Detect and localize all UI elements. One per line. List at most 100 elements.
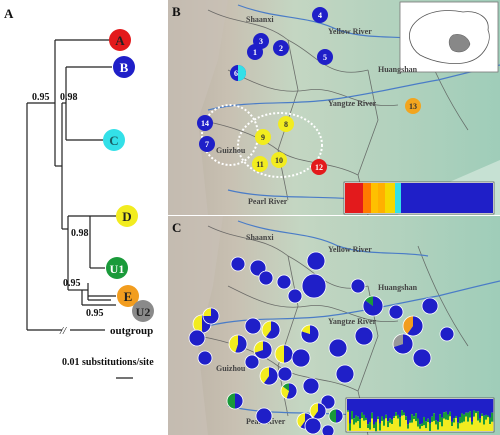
structure-strip-yellow (439, 421, 442, 431)
structure-strip-green (361, 412, 364, 419)
pie-slice-blue (321, 395, 335, 409)
site-7: 7 (199, 136, 215, 152)
structure-strip-yellow (357, 421, 360, 431)
structure-strip-green (423, 416, 426, 426)
structure-strip-yellow (385, 418, 388, 431)
structure-strip-green (415, 413, 418, 422)
structure-strip-yellow (477, 420, 480, 431)
structure-strip-blue (403, 399, 406, 413)
pie-outline (253, 340, 273, 360)
site-3-label: 3 (259, 37, 263, 46)
site-10: 10 (271, 152, 287, 168)
pie-chart-4 (306, 251, 326, 271)
pie-chart-2 (276, 274, 292, 290)
province-borders (197, 9, 469, 215)
pie-outline (402, 315, 424, 337)
structure-strip-green (385, 414, 388, 419)
pie-chart-26 (277, 366, 293, 382)
structure-strip-blue (435, 399, 438, 421)
structure-strip-green (441, 417, 444, 427)
pie-chart-40 (321, 424, 335, 435)
label-pearl-river: Pearl River (248, 197, 288, 206)
pie-slice-blue (313, 403, 326, 419)
structure-strip-green (469, 411, 472, 418)
structure-strip-green (485, 414, 488, 420)
site-14: 14 (197, 115, 213, 131)
pie-outline (328, 408, 344, 424)
map-b-labels: Shaanxi Yellow River Huangshan Yangtze R… (216, 15, 418, 206)
structure-strip-green (465, 412, 468, 417)
structure-strip-blue (481, 399, 484, 414)
pie-slice-blue (288, 289, 302, 303)
structure-strip-green (349, 423, 352, 431)
pie-outline (439, 326, 455, 342)
structure-strip-blue (441, 399, 444, 418)
structure-strip-blue (363, 399, 366, 415)
structure-strip-yellow (411, 422, 414, 431)
structure-strip-blue (383, 399, 386, 420)
pie-chart-27 (244, 354, 260, 370)
structure-strip-blue (357, 399, 360, 417)
pie-outline (300, 324, 320, 344)
pie-slice-blue (189, 330, 205, 346)
structure-strip-blue (413, 399, 416, 417)
pie-chart-33 (320, 394, 336, 410)
pie-slice-blue (407, 316, 423, 336)
structure-strip-blue (491, 399, 494, 413)
structure-strip-green (419, 424, 422, 429)
pie-slice-blue (303, 378, 319, 394)
pie-outline (302, 377, 320, 395)
structure-strip-green (477, 411, 480, 421)
pie-slice-blue (292, 349, 310, 367)
structure-strip-green (373, 424, 376, 429)
tip-e-circle (117, 285, 139, 307)
tip-c-label: C (109, 133, 118, 148)
pie-slice-yellow (229, 335, 238, 353)
structure-strip-blue (437, 399, 440, 422)
structure-strip-yellow (469, 417, 472, 431)
structure-strip-yellow (441, 426, 444, 431)
structure-strip-yellow (389, 422, 392, 431)
bar-red-1 (345, 183, 355, 213)
pie-slice-blue (440, 327, 454, 341)
site-9: 9 (255, 129, 271, 145)
structure-strip-green (397, 414, 400, 419)
pie-chart-12 (392, 333, 414, 355)
structure-strip-green (417, 418, 420, 427)
pie-slice-blue (322, 425, 334, 435)
tip-d-label: D (122, 209, 131, 224)
structure-strip-green (487, 415, 490, 418)
structure-strip-yellow (475, 413, 478, 431)
pie-slice-yellow (254, 341, 263, 353)
structure-strip-blue (411, 399, 414, 415)
structure-strip-green (449, 411, 452, 417)
pie-slice-yellow (281, 386, 289, 399)
pie-slice-green (329, 409, 336, 423)
tip-u1-label: U1 (110, 262, 125, 276)
structure-strip-blue (485, 399, 488, 415)
panel-b-label: B (172, 4, 181, 19)
pie-slice-blue (245, 355, 259, 369)
structure-strip-yellow (423, 425, 426, 431)
pie-slice-blue (256, 408, 272, 424)
label-guizhou: Guizhou (216, 146, 246, 155)
pie-slice-yellow (301, 325, 310, 334)
pie-outline (350, 278, 366, 294)
structure-strip-blue (391, 399, 394, 420)
pie-outline (412, 348, 432, 368)
support-values: 0.95 0.98 0.98 0.95 0.95 (32, 92, 104, 319)
pie-chart-9 (402, 315, 424, 337)
structure-strip-green (399, 417, 402, 427)
pie-outline (280, 382, 298, 400)
structure-strip-blue (365, 399, 368, 418)
structure-strip-green (347, 410, 350, 412)
structure-strip-blue (407, 399, 410, 425)
plateau-region (168, 0, 228, 215)
structure-strip-blue (417, 399, 420, 419)
structure-strip-blue (415, 399, 418, 414)
label-yellow-river: Yellow River (328, 245, 372, 254)
structure-strip-blue (433, 399, 436, 414)
structure-strip-green (459, 417, 462, 424)
structure-strip-green (407, 424, 410, 429)
structure-strip-green (453, 418, 456, 423)
